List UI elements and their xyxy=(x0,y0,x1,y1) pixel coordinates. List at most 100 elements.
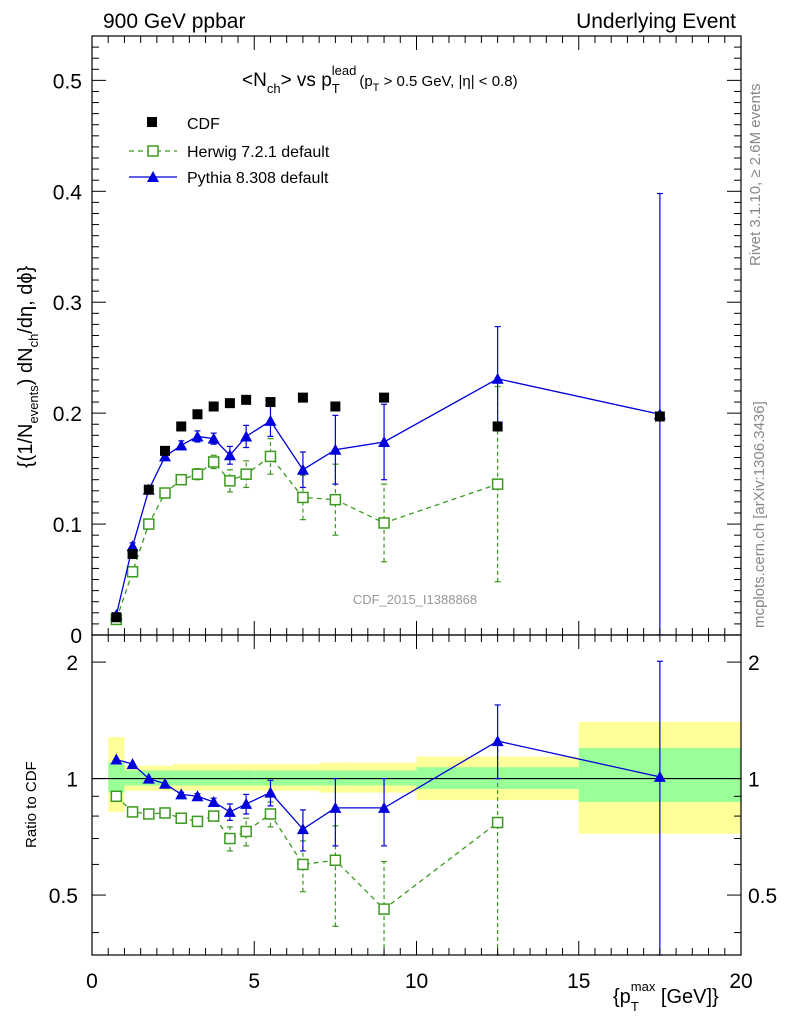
data-point-pythia xyxy=(110,753,123,765)
data-point-herwig xyxy=(297,858,309,871)
data-point-herwig xyxy=(143,518,155,530)
data-point-herwig xyxy=(175,812,187,824)
data-point-pythia xyxy=(329,801,342,813)
data-point-pythia xyxy=(207,795,220,807)
y-tick-label: 0.5 xyxy=(49,885,78,908)
band-inner xyxy=(221,770,239,786)
analysis-watermark: CDF_2015_I1388868 xyxy=(353,592,477,607)
data-point-cdf xyxy=(224,398,235,409)
data-point-cdf xyxy=(379,392,390,403)
data-point-pythia xyxy=(491,735,504,747)
data-point-pythia xyxy=(264,414,277,426)
data-point-herwig xyxy=(207,810,220,822)
data-point-herwig xyxy=(240,468,252,480)
data-point-herwig xyxy=(378,517,390,529)
xaxis-label: {pTmax [GeV]} xyxy=(613,979,719,1014)
data-point-herwig xyxy=(329,854,342,867)
data-point-pythia xyxy=(378,801,391,813)
series-line-herwig xyxy=(115,795,499,910)
y-tick-label: 0 xyxy=(70,625,82,648)
y-tick-label: 0.4 xyxy=(53,181,83,204)
x-tick-label: 0 xyxy=(86,970,98,993)
data-point-cdf xyxy=(143,484,154,495)
data-point-pythia xyxy=(175,439,188,451)
data-point-pythia xyxy=(142,772,155,784)
band-inner xyxy=(189,770,206,786)
data-point-cdf xyxy=(492,421,503,432)
band-inner xyxy=(238,770,255,786)
band-inner xyxy=(173,770,190,786)
data-point-pythia xyxy=(191,430,204,442)
data-point-herwig xyxy=(329,493,342,506)
header-right: Underlying Event xyxy=(576,10,736,33)
data-point-cdf xyxy=(297,392,308,403)
data-point-herwig xyxy=(264,450,277,463)
data-point-pythia xyxy=(329,443,342,455)
band-inner xyxy=(351,770,417,786)
data-point-herwig xyxy=(159,487,171,499)
x-tick-label: 15 xyxy=(567,970,590,993)
chart-title: <Nch> vs pTlead(pT > 0.5 GeV, |η| < 0.8) xyxy=(242,63,518,96)
legend-item-herwig: Herwig 7.2.1 default xyxy=(129,144,330,161)
y-tick-label: 0.5 xyxy=(53,70,82,93)
data-point-herwig xyxy=(224,475,236,487)
header-left: 900 GeV ppbar xyxy=(103,10,245,33)
data-point-cdf xyxy=(654,411,665,422)
rivet-label: Rivet 3.1.10, ≥ 2.6M events xyxy=(747,84,764,267)
x-tick-label: 10 xyxy=(405,970,428,993)
data-point-herwig xyxy=(175,473,187,486)
data-point-herwig xyxy=(191,468,204,480)
legend-item-pythia: Pythia 8.308 default xyxy=(129,170,329,187)
data-point-pythia xyxy=(296,823,309,835)
band-inner xyxy=(254,770,287,786)
y-tick-label-right: 0.5 xyxy=(748,885,777,908)
data-point-pythia xyxy=(223,805,236,817)
data-point-pythia xyxy=(223,449,236,461)
data-point-cdf xyxy=(265,397,276,408)
data-point-herwig xyxy=(224,832,236,845)
y-tick-label-right: 1 xyxy=(748,769,760,792)
y-tick-label: 2 xyxy=(66,652,78,675)
data-point-herwig xyxy=(264,808,277,820)
data-point-pythia xyxy=(378,435,391,447)
data-point-herwig xyxy=(126,806,139,818)
data-point-herwig xyxy=(191,815,204,828)
ratio-ylabel: Ratio to CDF xyxy=(23,761,40,848)
data-point-herwig xyxy=(143,808,155,820)
upper-series-layer xyxy=(110,192,666,636)
y-tick-label: 0.1 xyxy=(53,514,82,537)
data-point-herwig xyxy=(240,825,252,838)
data-point-herwig xyxy=(110,790,123,803)
data-point-herwig xyxy=(126,566,139,578)
data-point-cdf xyxy=(208,401,219,412)
upper-axes: 0 0.1 0.2 0.3 0.4 0.5 xyxy=(53,35,742,648)
data-point-pythia xyxy=(240,430,253,442)
data-point-pythia xyxy=(207,432,220,444)
data-point-herwig xyxy=(378,903,390,915)
legend-label-herwig: Herwig 7.2.1 default xyxy=(187,144,330,161)
legend-label-cdf: CDF xyxy=(187,116,220,133)
band-inner xyxy=(108,762,125,793)
data-point-pythia xyxy=(296,463,309,475)
data-point-herwig xyxy=(207,456,220,468)
data-point-herwig xyxy=(159,807,171,819)
upper-ylabel: {(1/Nevents) dNch/dη, dϕ} xyxy=(15,265,41,468)
band-inner xyxy=(124,770,141,786)
legend-item-cdf: CDF xyxy=(147,116,220,133)
data-point-pythia xyxy=(126,540,139,552)
y-tick-label: 0.3 xyxy=(53,292,82,315)
data-point-pythia xyxy=(264,786,277,798)
legend: CDF Herwig 7.2.1 default Pythia 8.308 de… xyxy=(129,116,330,187)
data-point-pythia xyxy=(126,758,139,770)
data-point-cdf xyxy=(176,421,187,432)
y-tick-label: 1 xyxy=(66,769,78,792)
x-tick-label: 20 xyxy=(729,970,752,993)
legend-label-pythia: Pythia 8.308 default xyxy=(187,170,329,187)
band-inner xyxy=(205,770,222,786)
band-inner xyxy=(319,770,352,786)
lower-axes: 0 5 10 15 20 0.5 0.5 1 1 2 2 xyxy=(49,635,777,993)
data-point-pythia xyxy=(653,770,666,782)
data-point-herwig xyxy=(491,478,504,490)
data-point-herwig xyxy=(491,816,504,829)
